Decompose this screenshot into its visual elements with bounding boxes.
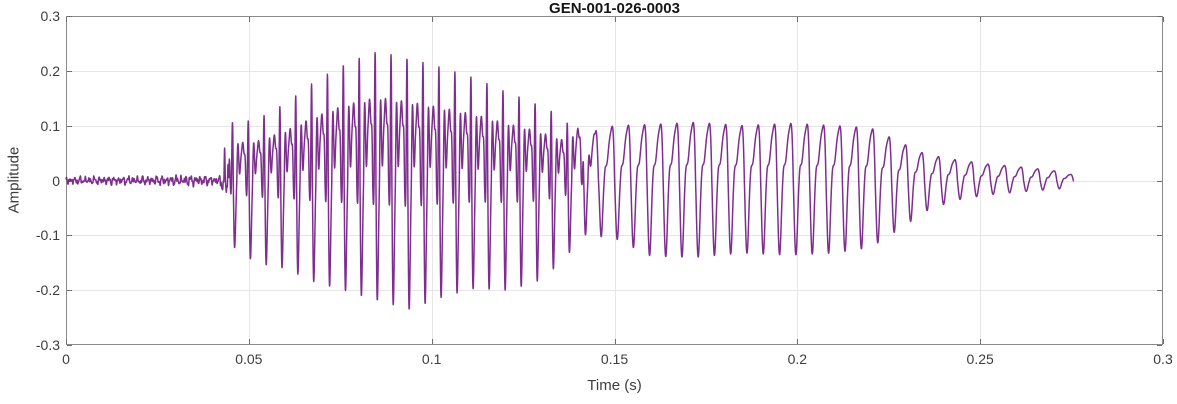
y-tick-label: -0.3 (35, 337, 60, 353)
y-tick-label: -0.2 (35, 282, 60, 299)
y-tick-label: 0 (52, 172, 60, 189)
x-tick-label: 0.3 (1153, 351, 1173, 367)
x-tick-label: 0.1 (421, 351, 442, 367)
waveform-line (65, 52, 1075, 310)
y-tick-label: -0.1 (35, 227, 60, 244)
y-tick-label: 0.3 (40, 8, 60, 24)
y-tick-label: 0.1 (40, 117, 60, 134)
y-tick-label: 0.2 (40, 62, 60, 79)
x-tick-label: 0.2 (787, 351, 808, 367)
x-tick-label: 0.25 (966, 351, 994, 367)
x-tick-label: 0.15 (600, 351, 629, 367)
tick-marks (66, 16, 1164, 346)
x-tick-label: 0 (62, 351, 70, 367)
x-tick-label: 0.05 (235, 351, 263, 367)
chart-title: GEN-001-026-0003 (549, 0, 680, 17)
x-axis-label: Time (s) (587, 377, 642, 394)
